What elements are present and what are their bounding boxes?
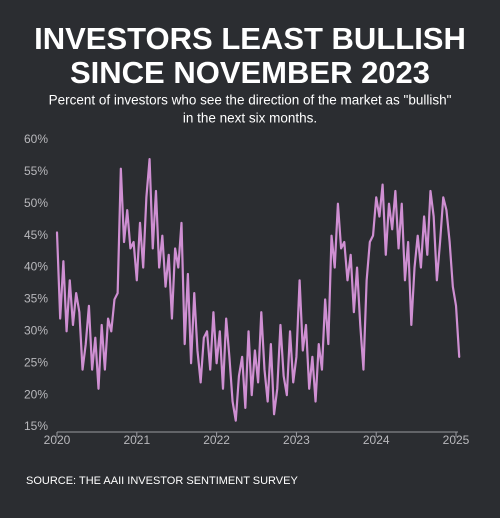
y-tick-label: 50%	[24, 196, 48, 210]
x-tick-label: 2024	[363, 433, 390, 447]
y-tick-label: 55%	[24, 164, 48, 178]
chart-subtitle: Percent of investors who see the directi…	[49, 93, 452, 108]
chart-title: INVESTORS LEAST BULLISH	[34, 21, 466, 56]
chart-title: SINCE NOVEMBER 2023	[70, 55, 430, 90]
x-tick-label: 2025	[443, 433, 470, 447]
x-tick-label: 2023	[283, 433, 310, 447]
x-tick-label: 2021	[123, 433, 150, 447]
x-tick-label: 2022	[203, 433, 230, 447]
source: SOURCE: THE AAII INVESTOR SENTIMENT SURV…	[26, 475, 298, 487]
y-tick-label: 35%	[24, 292, 48, 306]
y-tick-label: 60%	[24, 132, 48, 146]
x-tick-label: 2020	[44, 433, 71, 447]
chart-subtitle: in the next six months.	[183, 111, 317, 126]
y-tick-label: 40%	[24, 260, 48, 274]
y-tick-label: 25%	[24, 355, 48, 369]
y-tick-label: 45%	[24, 228, 48, 242]
y-tick-label: 20%	[24, 387, 48, 401]
y-tick-label: 30%	[24, 324, 48, 338]
y-tick-label: 15%	[24, 419, 48, 433]
data-line	[55, 158, 461, 422]
